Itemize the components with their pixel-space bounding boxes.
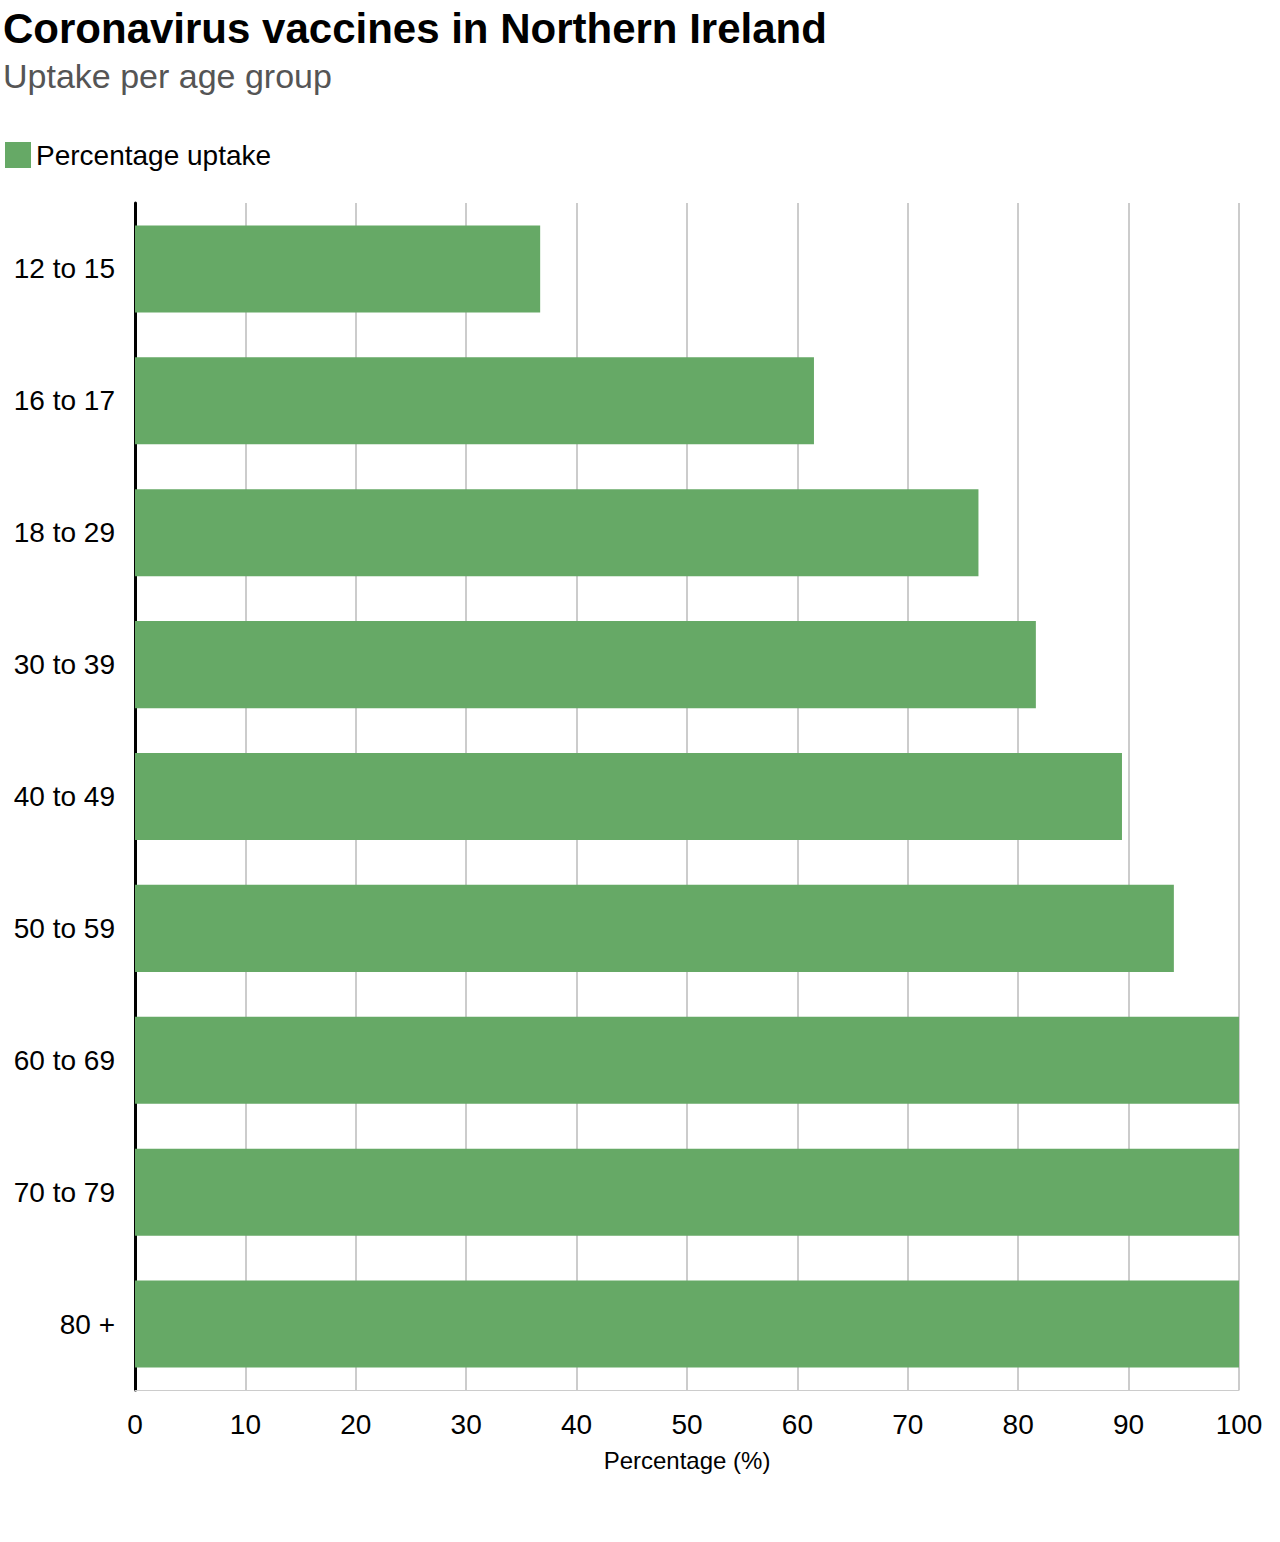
svg-text:30: 30 — [451, 1409, 482, 1440]
svg-text:70: 70 — [892, 1409, 923, 1440]
svg-text:80 +: 80 + — [60, 1309, 115, 1340]
svg-text:70 to 79: 70 to 79 — [14, 1177, 115, 1208]
svg-text:40 to 49: 40 to 49 — [14, 781, 115, 812]
svg-text:16 to 17: 16 to 17 — [14, 385, 115, 416]
svg-text:90: 90 — [1113, 1409, 1144, 1440]
svg-text:0: 0 — [127, 1409, 143, 1440]
svg-text:30 to 39: 30 to 39 — [14, 649, 115, 680]
svg-text:Percentage (%): Percentage (%) — [604, 1447, 771, 1474]
svg-text:12 to 15: 12 to 15 — [14, 253, 115, 284]
svg-text:100: 100 — [1216, 1409, 1263, 1440]
svg-text:20: 20 — [340, 1409, 371, 1440]
svg-text:80: 80 — [1003, 1409, 1034, 1440]
svg-text:50: 50 — [671, 1409, 702, 1440]
svg-text:60 to 69: 60 to 69 — [14, 1045, 115, 1076]
svg-text:Percentage uptake: Percentage uptake — [36, 140, 271, 171]
svg-text:Uptake per age group: Uptake per age group — [3, 57, 332, 95]
svg-text:18 to 29: 18 to 29 — [14, 517, 115, 548]
svg-text:60: 60 — [782, 1409, 813, 1440]
svg-text:Coronavirus vaccines in Northe: Coronavirus vaccines in Northern Ireland — [3, 5, 827, 52]
svg-text:10: 10 — [230, 1409, 261, 1440]
svg-text:40: 40 — [561, 1409, 592, 1440]
svg-text:50 to 59: 50 to 59 — [14, 913, 115, 944]
